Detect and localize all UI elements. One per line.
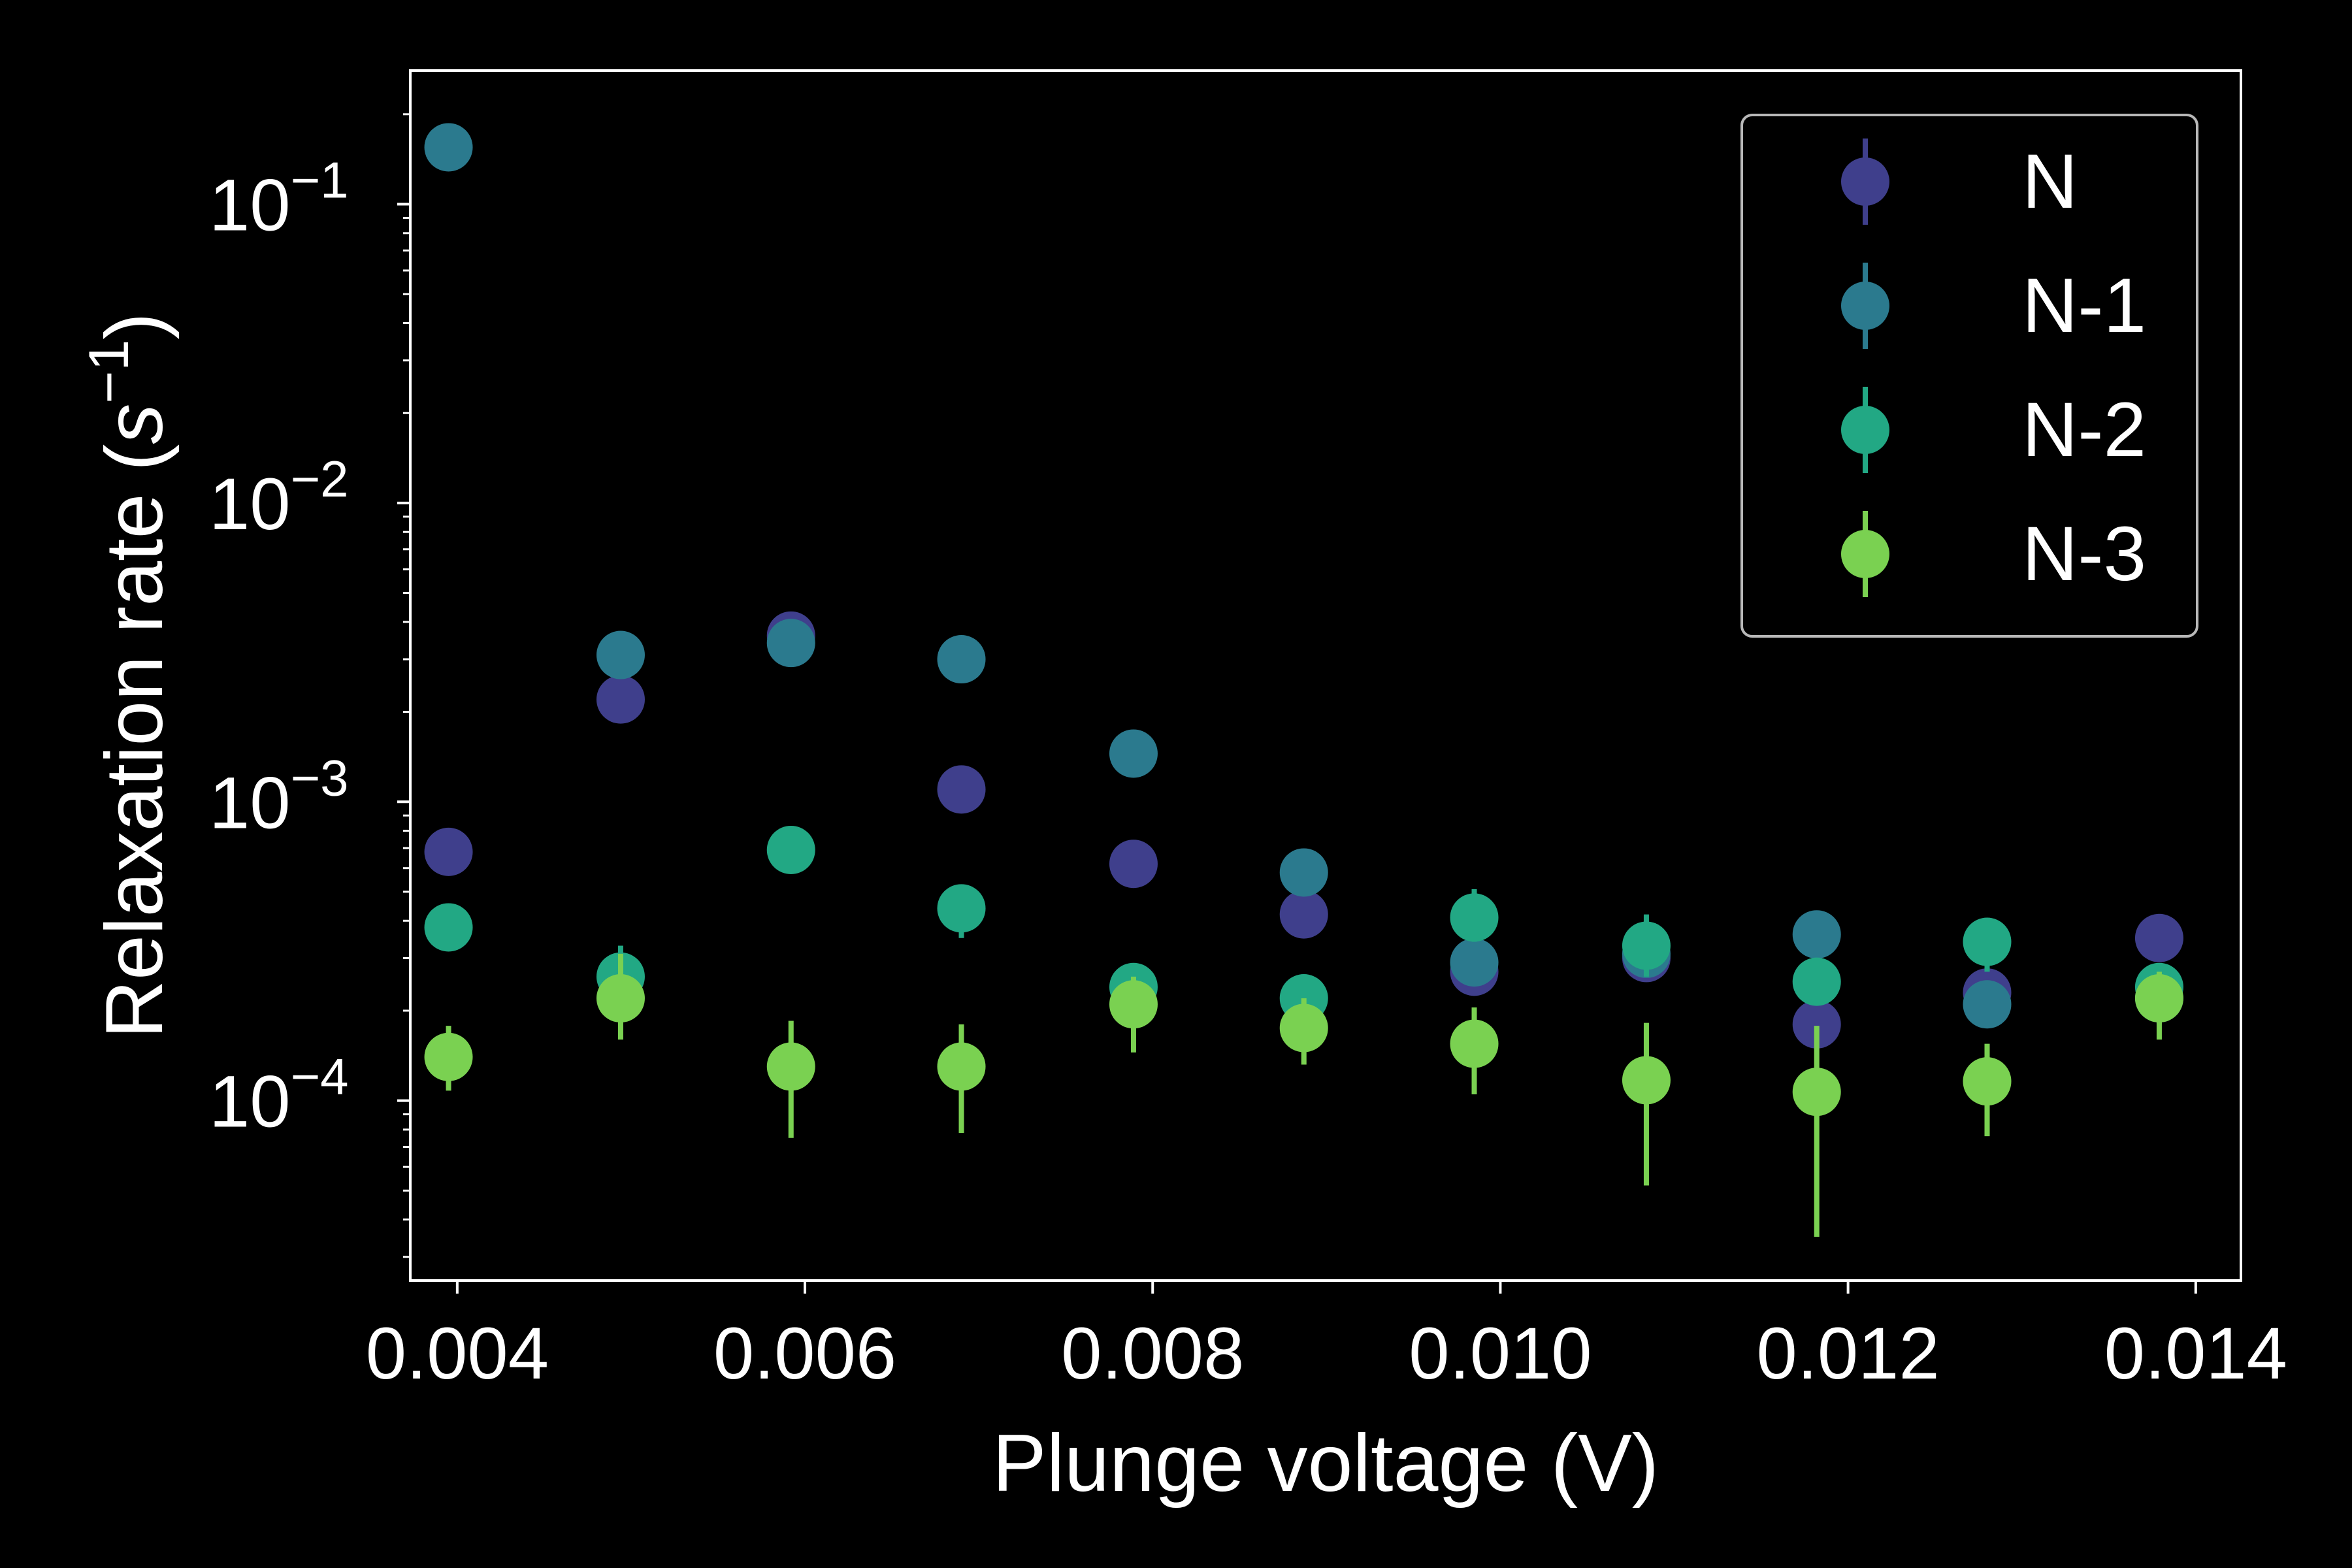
data-point [1792,1068,1841,1117]
legend-entry: N-2 [1841,387,2146,473]
data-point [1622,1056,1671,1105]
data-point [937,1042,986,1091]
x-tick-label: 0.010 [1409,1313,1592,1394]
y-axis-label-unit: s [90,404,180,444]
legend-entry: N-1 [1841,263,2146,349]
y-tick-base: 10 [209,1061,291,1143]
axis-ticks: 0.004 0.006 0.008 0.010 0.012 0.01410−410−310… [209,113,2287,1394]
legend-entry: N [1841,139,2078,225]
y-tick-base: 10 [209,762,291,843]
legend-marker [1841,406,1889,454]
data-point [1109,729,1158,778]
y-tick-label: 10−3 [209,749,349,843]
data-point [1450,893,1499,942]
legend-label: N-2 [2022,387,2146,473]
y-tick-exponent: −4 [291,1048,349,1105]
data-point [1963,980,2012,1029]
x-tick-label: 0.014 [2104,1313,2287,1394]
y-tick-exponent: −1 [291,152,349,209]
legend-marker [1841,530,1889,578]
legend-marker [1841,157,1889,206]
plot-frame [409,69,2242,1282]
y-tick-exponent: −3 [291,749,349,806]
data-point [1109,840,1158,889]
data-point [937,884,986,933]
data-point [937,765,986,814]
x-tick-label: 0.008 [1061,1313,1244,1394]
data-point [766,1042,815,1091]
data-point [596,974,645,1023]
data-point [1450,938,1499,987]
series-N-3 [424,953,2183,1237]
data-point [1279,890,1328,939]
y-axis-label-close: ) [90,312,180,339]
data-point [1109,980,1158,1029]
data-point [1792,1000,1841,1049]
data-point [2134,974,2183,1023]
y-tick-base: 10 [209,165,291,246]
legend-box [1740,114,2198,638]
legend-marker [1841,282,1889,330]
data-point [1792,957,1841,1006]
x-axis-label: Plunge voltage (V) [992,1418,1659,1509]
data-point [1792,910,1841,959]
x-tick-label: 0.006 [713,1313,896,1394]
y-tick-exponent: −2 [291,450,349,508]
y-axis-label-main: Relaxation rate ( [90,444,180,1039]
data-point [766,619,815,668]
data-point [2134,913,2183,962]
x-tick-label: 0.012 [1756,1313,1939,1394]
data-point [1963,1057,2012,1106]
legend-label: N-3 [2022,511,2146,597]
data-point [1450,1019,1499,1068]
data-point [1279,1004,1328,1053]
data-points [424,123,2183,1237]
x-tick-label: 0.004 [366,1313,549,1394]
data-point [766,825,815,874]
data-point [937,635,986,684]
data-point [596,675,645,724]
data-point [1622,921,1671,970]
y-tick-label: 10−2 [209,450,349,545]
y-tick-label: 10−1 [209,152,349,246]
legend: N N-1 N-2 N-3 [1740,114,2198,638]
legend-label: N-1 [2022,263,2146,349]
data-point [1279,848,1328,897]
legend-label: N [2022,139,2078,225]
y-axis-label-exponent: −1 [78,340,140,404]
data-point [424,903,473,952]
data-point [424,827,473,876]
y-tick-base: 10 [209,463,291,545]
y-axis-label: Relaxation rate (s−1) [78,312,180,1038]
data-point [596,630,645,679]
data-point [1963,917,2012,966]
data-point [424,123,473,172]
y-tick-label: 10−4 [209,1048,349,1143]
legend-entry: N-3 [1841,511,2146,597]
data-point [424,1032,473,1081]
